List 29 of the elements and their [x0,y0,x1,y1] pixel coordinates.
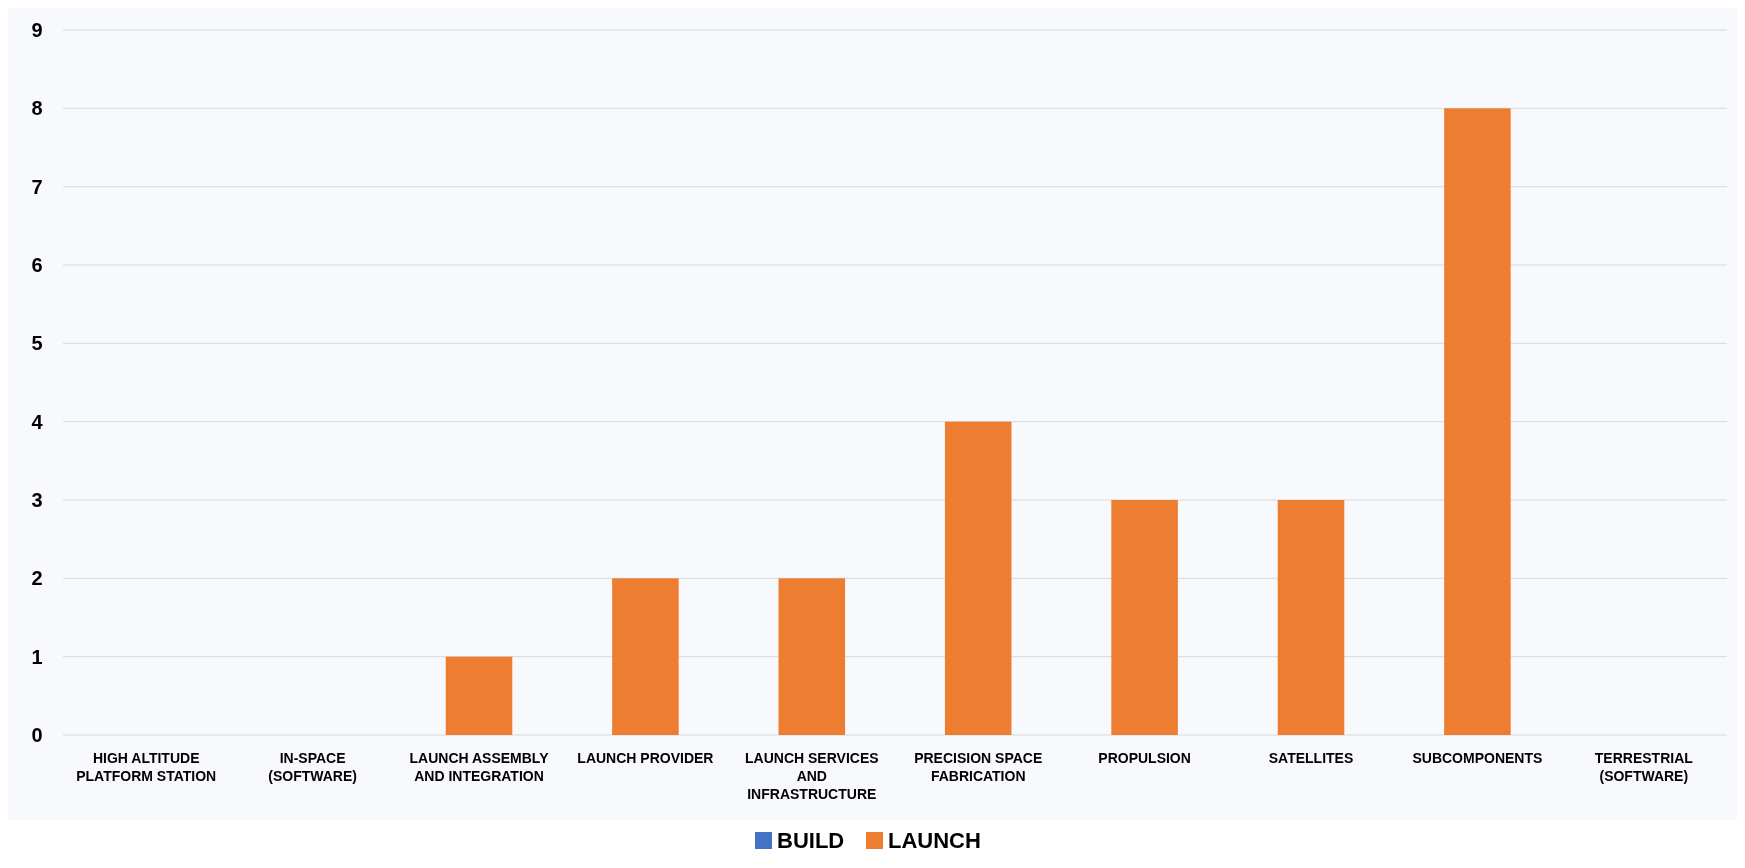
bar [778,578,846,735]
x-tick-label: LAUNCH PROVIDER [577,750,714,766]
y-tick-label: 2 [31,567,43,590]
y-tick-label: 4 [31,410,44,433]
legend-label: BUILD [777,828,845,853]
y-tick-label: 9 [31,19,43,41]
y-tick-label: 3 [31,489,43,511]
x-tick-label: TERRESTRIAL (SOFTWARE) [1594,750,1694,784]
x-tick-label: LAUNCH SERVICES AND INFRASTRUCTURE [745,750,879,802]
bar [1111,500,1178,735]
y-tick-label: 8 [31,97,43,120]
y-tick-label: 5 [31,332,43,355]
x-tick-label: PROPULSION [1098,750,1191,766]
bar [1277,500,1345,735]
bar [612,578,679,735]
x-tick-label: IN-SPACE (SOFTWARE) [268,750,357,784]
x-tick-label: SATELLITES [1268,750,1354,766]
x-tick-label: SUBCOMPONENTS [1412,750,1543,766]
y-tick-label: 0 [31,724,43,746]
y-tick-label: 1 [31,645,43,668]
x-tick-label: HIGH ALTITUDE PLATFORM STATION [76,750,217,784]
x-tick-label: PRECISION SPACE FABRICATION [914,750,1043,784]
y-tick-label: 7 [31,175,43,198]
bar [944,421,1012,735]
y-tick-label: 6 [31,254,43,276]
x-tick-label: LAUNCH ASSEMBLY AND INTEGRATION [409,750,550,784]
bar [445,656,513,735]
legend-label: LAUNCH [888,828,981,853]
bar [1444,108,1511,735]
